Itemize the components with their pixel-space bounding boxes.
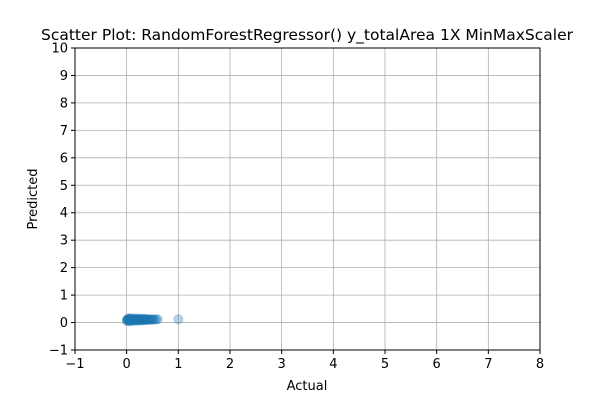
scatter-point bbox=[138, 314, 149, 325]
scatter-point bbox=[140, 314, 151, 325]
scatter-point bbox=[146, 314, 157, 325]
scatter-point bbox=[127, 314, 138, 325]
y-tick-label: 0 bbox=[60, 316, 68, 331]
x-tick-label: 3 bbox=[278, 357, 286, 372]
scatter-point bbox=[122, 314, 133, 325]
y-tick-label: 10 bbox=[51, 42, 68, 57]
scatter-point bbox=[132, 315, 143, 326]
y-tick-label: 8 bbox=[60, 96, 68, 111]
scatter-point bbox=[139, 314, 150, 325]
scatter-point bbox=[126, 314, 137, 325]
x-tick-label: 0 bbox=[123, 357, 131, 372]
scatter-point bbox=[135, 315, 146, 326]
scatter-point bbox=[124, 314, 135, 325]
scatter-point bbox=[125, 315, 136, 326]
scatter-point bbox=[137, 315, 148, 326]
scatter-points bbox=[121, 313, 184, 327]
scatter-point bbox=[139, 314, 150, 325]
scatter-point bbox=[134, 314, 145, 325]
scatter-point bbox=[141, 314, 152, 325]
scatter-point bbox=[125, 315, 136, 326]
y-tick-label: 7 bbox=[60, 124, 68, 139]
scatter-point bbox=[125, 314, 136, 325]
x-tick-label: 4 bbox=[329, 357, 337, 372]
x-axis-ticks: −1 0 1 2 3 4 5 6 7 8 bbox=[65, 350, 544, 372]
scatter-point bbox=[133, 315, 144, 326]
scatter-point bbox=[137, 314, 148, 325]
y-axis-ticks: −1 0 1 2 3 4 5 6 7 8 9 10 bbox=[49, 42, 75, 359]
x-tick-label: 1 bbox=[174, 357, 182, 372]
scatter-point bbox=[138, 314, 149, 325]
scatter-point bbox=[135, 314, 146, 325]
scatter-point bbox=[125, 316, 136, 327]
y-tick-label: 3 bbox=[60, 234, 68, 249]
scatter-point bbox=[133, 314, 144, 325]
scatter-point bbox=[149, 314, 160, 325]
scatter-point bbox=[129, 315, 140, 326]
x-axis-label: Actual bbox=[287, 379, 328, 394]
scatter-point bbox=[123, 315, 134, 326]
scatter-point bbox=[121, 315, 132, 326]
scatter-point bbox=[128, 314, 139, 325]
y-tick-label: 9 bbox=[60, 69, 68, 84]
scatter-point bbox=[141, 314, 152, 325]
scatter-point bbox=[123, 314, 134, 325]
scatter-point bbox=[126, 313, 137, 324]
x-tick-label: 5 bbox=[381, 357, 389, 372]
scatter-point bbox=[144, 314, 155, 325]
scatter-point bbox=[130, 313, 141, 324]
scatter-point bbox=[124, 313, 135, 324]
scatter-point bbox=[173, 314, 184, 325]
scatter-point bbox=[148, 314, 159, 325]
scatter-point bbox=[128, 315, 139, 326]
scatter-point bbox=[132, 314, 142, 325]
scatter-point bbox=[133, 314, 144, 325]
y-axis-label: Predicted bbox=[26, 168, 41, 229]
scatter-point bbox=[136, 314, 147, 325]
y-tick-label: −1 bbox=[49, 344, 68, 359]
scatter-point bbox=[131, 314, 142, 325]
scatter-point bbox=[143, 314, 154, 325]
scatter-point bbox=[142, 314, 153, 325]
scatter-point bbox=[124, 313, 135, 324]
y-tick-label: 2 bbox=[60, 261, 68, 276]
scatter-point bbox=[123, 313, 134, 324]
x-tick-label: 7 bbox=[484, 357, 492, 372]
x-tick-label: −1 bbox=[65, 357, 84, 372]
scatter-point bbox=[127, 315, 138, 326]
scatter-point bbox=[137, 314, 148, 325]
scatter-point bbox=[122, 314, 133, 325]
scatter-point bbox=[135, 313, 146, 324]
plot-frame bbox=[74, 47, 541, 351]
scatter-point bbox=[145, 314, 156, 325]
scatter-point bbox=[128, 314, 139, 325]
chart-title: Scatter Plot: RandomForestRegressor() y_… bbox=[41, 26, 574, 45]
scatter-point bbox=[140, 314, 151, 325]
scatter-point bbox=[139, 313, 150, 324]
y-tick-label: 6 bbox=[60, 151, 68, 166]
y-tick-label: 5 bbox=[60, 179, 68, 194]
y-tick-label: 4 bbox=[60, 206, 68, 221]
x-tick-label: 2 bbox=[226, 357, 234, 372]
x-tick-label: 6 bbox=[433, 357, 441, 372]
y-tick-label: 1 bbox=[60, 289, 68, 304]
scatter-point bbox=[134, 314, 145, 325]
scatter-point bbox=[130, 314, 141, 325]
scatter-point bbox=[147, 314, 158, 325]
scatter-point bbox=[152, 314, 163, 325]
scatter-point bbox=[142, 314, 153, 325]
scatter-point bbox=[122, 316, 133, 327]
scatter-point bbox=[130, 314, 141, 325]
x-tick-label: 8 bbox=[536, 357, 544, 372]
scatter-point bbox=[129, 314, 140, 325]
scatter-point bbox=[151, 314, 162, 325]
scatter-point bbox=[126, 314, 137, 325]
scatter-point bbox=[136, 314, 147, 325]
